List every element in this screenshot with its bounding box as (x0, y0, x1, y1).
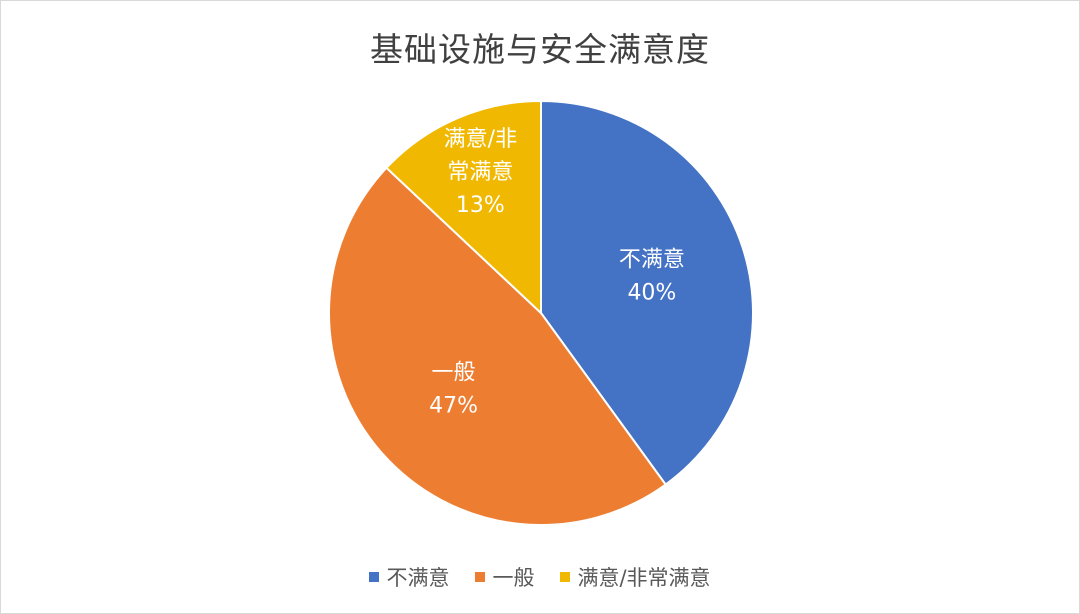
data-label-satisfied: 满意/非常满意 13% (444, 127, 517, 218)
legend-swatch-satisfied (560, 572, 571, 582)
legend-item-dissatisfied: 不满意 (369, 562, 449, 592)
pie-slice-neutral (328, 166, 668, 526)
legend-label-dissatisfied: 不满意 (386, 566, 450, 590)
legend-swatch-neutral (475, 572, 486, 582)
pie-data-labels: 不满意 40% 一般 47% 满意/非常满意 13% (429, 127, 685, 419)
chart-title: 基础设施与安全满意度 (370, 30, 710, 69)
chart-legend: 不满意 一般 满意/非常满意 (1, 562, 1079, 592)
pie-slice-satisfied (385, 99, 542, 316)
legend-swatch-dissatisfied (369, 572, 380, 582)
data-label-neutral: 一般 47% (429, 361, 478, 419)
legend-label-neutral: 一般 (492, 566, 535, 590)
pie-slice-dissatisfied (540, 99, 754, 486)
legend-label-satisfied: 满意/非常满意 (577, 566, 711, 590)
pie-slices (328, 99, 754, 526)
data-label-dissatisfied: 不满意 40% (619, 247, 685, 305)
legend-item-satisfied: 满意/非常满意 (560, 562, 711, 592)
legend-item-neutral: 一般 (475, 562, 534, 592)
